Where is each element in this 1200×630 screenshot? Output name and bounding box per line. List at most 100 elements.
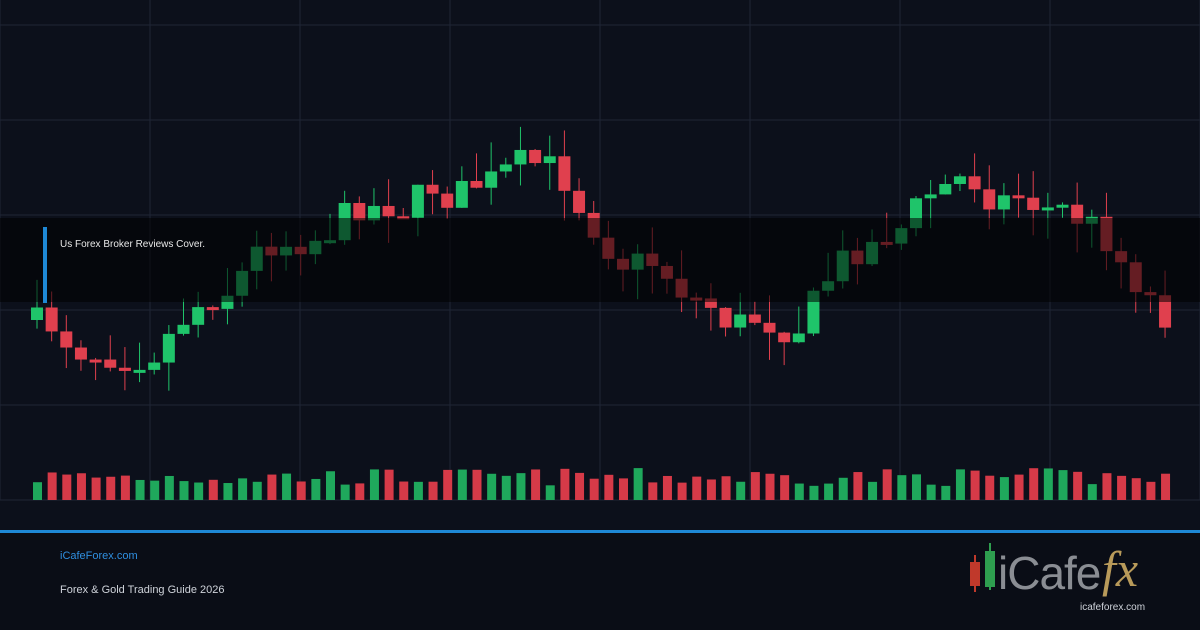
volume-bar <box>1131 478 1141 500</box>
volume-bar <box>501 475 511 500</box>
site-link[interactable]: iCafeForex.com <box>60 550 138 562</box>
volume-bar <box>340 484 350 500</box>
candle-body <box>968 176 981 190</box>
volume-bar <box>252 481 262 500</box>
volume-bars <box>33 468 1171 500</box>
volume-bar <box>912 474 921 500</box>
volume-bar <box>413 481 423 500</box>
logo-icon <box>970 543 995 592</box>
volume-bar <box>619 478 628 500</box>
candle-body <box>74 347 87 360</box>
logo-url: icafeforex.com <box>1080 602 1146 613</box>
volume-bar <box>545 485 555 500</box>
candle-body <box>104 359 117 368</box>
candle-body <box>573 190 586 213</box>
volume-bar <box>868 481 878 500</box>
volume-bar <box>267 474 277 500</box>
candle-body <box>997 195 1010 210</box>
volume-bar <box>150 480 160 500</box>
volume-bar <box>648 482 658 500</box>
volume-bar <box>326 471 335 500</box>
volume-bar <box>897 475 907 500</box>
candle-body <box>1159 295 1172 328</box>
volume-bar <box>706 479 716 500</box>
subtitle: Forex & Gold Trading Guide 2026 <box>60 584 225 596</box>
volume-bar <box>882 469 892 500</box>
volume-bar <box>1146 481 1156 500</box>
logo-word: iCafe <box>998 547 1101 599</box>
divider <box>0 530 1200 533</box>
candle-body <box>792 333 805 343</box>
volume-bar <box>91 477 101 500</box>
volume-bar <box>560 468 570 500</box>
candle-body <box>543 156 556 164</box>
volume-bar <box>47 472 57 500</box>
candle-body <box>924 194 937 199</box>
candle-body <box>89 359 102 363</box>
volume-bar <box>179 481 189 500</box>
volume-bar <box>1117 475 1127 500</box>
volume-bar <box>135 479 145 500</box>
candle-body <box>426 184 439 194</box>
volume-bar <box>208 479 218 500</box>
candle-body <box>455 180 468 208</box>
volume-bar <box>194 482 204 500</box>
volume-bar <box>384 469 394 500</box>
candle-body <box>177 324 190 334</box>
caption: Us Forex Broker Reviews Cover. <box>60 239 206 250</box>
volume-bar <box>1102 473 1112 500</box>
candle-body <box>192 307 205 325</box>
candle-body <box>763 322 776 333</box>
caption-accent <box>43 227 47 303</box>
volume-bar <box>633 468 643 500</box>
candle-body <box>411 184 424 218</box>
volume-bar <box>487 473 497 500</box>
volume-bar <box>531 469 541 500</box>
volume-bar <box>765 473 775 500</box>
volume-bar <box>926 484 936 500</box>
candle-body <box>734 314 747 328</box>
candle-body <box>118 367 131 371</box>
volume-bar <box>721 476 731 500</box>
candle-body <box>953 176 966 184</box>
volume-bar <box>589 478 599 500</box>
volume-bar <box>1087 484 1097 500</box>
volume-bar <box>472 469 482 500</box>
volume-bar <box>794 483 804 500</box>
volume-bar <box>736 481 746 500</box>
volume-bar <box>369 469 379 500</box>
volume-bar <box>970 470 980 500</box>
volume-bar <box>1161 473 1171 500</box>
candle-body <box>1056 204 1069 208</box>
volume-bar <box>662 475 672 500</box>
volume-bar <box>677 482 687 500</box>
volume-bar <box>955 469 965 500</box>
volume-bar <box>120 475 130 500</box>
volume-bar <box>838 477 848 500</box>
volume-bar <box>311 478 321 500</box>
candle-body <box>162 333 175 363</box>
caption-band <box>0 218 1200 302</box>
volume-bar <box>809 485 819 500</box>
candle-body <box>1041 207 1054 211</box>
candle-body <box>939 183 952 195</box>
candle-body <box>1012 195 1025 199</box>
volume-bar <box>282 473 292 500</box>
volume-bar <box>62 474 72 500</box>
volume-bar <box>1073 471 1083 500</box>
candle-body <box>353 203 366 221</box>
volume-bar <box>780 475 790 500</box>
candle-body <box>133 369 146 373</box>
volume-bar <box>296 481 306 500</box>
volume-bar <box>1043 468 1053 500</box>
volume-bar <box>750 472 760 500</box>
volume-bar <box>428 481 438 500</box>
volume-bar <box>238 478 248 500</box>
volume-bar <box>443 469 453 500</box>
candle-body <box>558 156 571 191</box>
volume-bar <box>223 483 233 500</box>
candle-body <box>778 332 791 343</box>
candle-body <box>45 307 58 332</box>
volume-bar <box>457 469 467 500</box>
